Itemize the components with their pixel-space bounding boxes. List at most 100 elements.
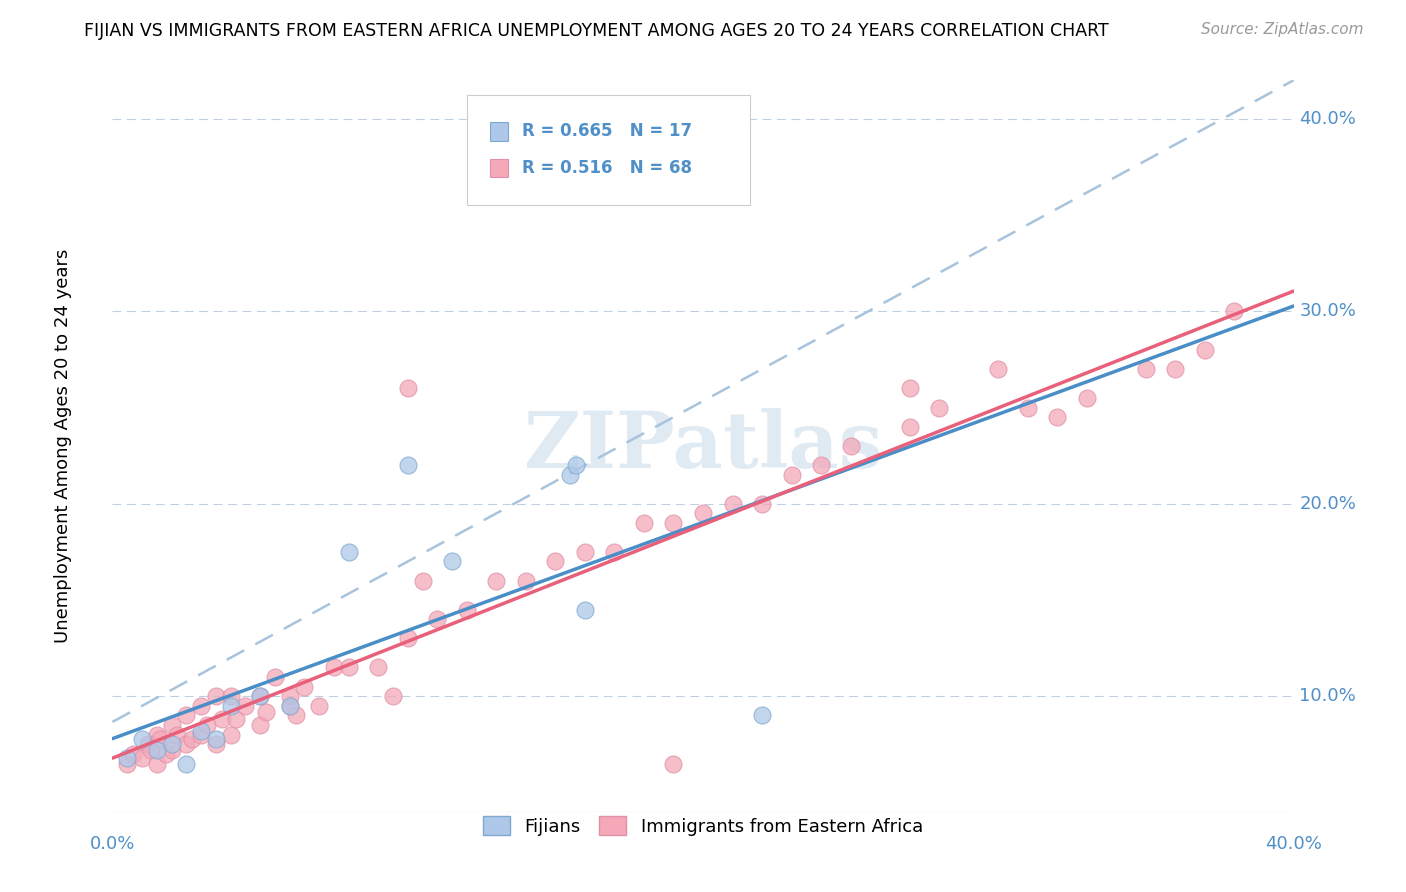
Point (396, 458, 419, 473)
Point (558, 467, 582, 482)
Point (515, 574, 537, 588)
FancyBboxPatch shape (491, 122, 508, 141)
Point (751, 708, 773, 723)
Point (160, 718, 183, 732)
Point (131, 751, 153, 765)
Point (323, 660, 346, 674)
Point (337, 660, 360, 674)
Point (1046, 410, 1069, 425)
Point (426, 612, 449, 626)
Point (146, 728, 169, 742)
Point (219, 728, 242, 742)
Point (603, 545, 626, 559)
Point (544, 554, 567, 568)
Point (662, 516, 685, 530)
Point (278, 698, 301, 713)
Point (1076, 391, 1098, 405)
Point (780, 467, 803, 482)
Point (574, 545, 596, 559)
Point (146, 756, 169, 771)
Point (195, 718, 218, 732)
Text: 40.0%: 40.0% (1265, 835, 1322, 853)
Point (174, 737, 197, 751)
Point (166, 728, 188, 742)
Point (284, 708, 307, 723)
Point (181, 731, 204, 746)
Point (456, 602, 478, 616)
Point (337, 545, 360, 559)
Point (662, 756, 685, 771)
Point (987, 362, 1010, 376)
Point (396, 381, 419, 395)
Point (160, 743, 183, 757)
Point (1017, 401, 1039, 415)
Point (211, 712, 233, 726)
Point (174, 756, 197, 771)
Point (898, 419, 921, 434)
Point (396, 632, 419, 646)
Point (174, 708, 197, 723)
Point (574, 602, 596, 616)
Point (751, 497, 773, 511)
Point (1164, 362, 1187, 376)
Text: FIJIAN VS IMMIGRANTS FROM EASTERN AFRICA UNEMPLOYMENT AMONG AGES 20 TO 24 YEARS : FIJIAN VS IMMIGRANTS FROM EASTERN AFRICA… (84, 22, 1109, 40)
Text: 0.0%: 0.0% (90, 835, 135, 853)
Text: 10.0%: 10.0% (1299, 687, 1357, 706)
Point (219, 698, 242, 713)
Point (898, 381, 921, 395)
Point (205, 737, 228, 751)
Point (149, 731, 172, 746)
Text: Source: ZipAtlas.com: Source: ZipAtlas.com (1201, 22, 1364, 37)
Text: R = 0.665   N = 17: R = 0.665 N = 17 (522, 122, 692, 140)
Point (382, 690, 405, 704)
Point (1194, 343, 1216, 357)
Point (839, 439, 862, 453)
Point (155, 747, 177, 761)
Text: Unemployment Among Ages 20 to 24 years: Unemployment Among Ages 20 to 24 years (55, 249, 72, 643)
Point (692, 507, 714, 521)
Point (633, 516, 655, 530)
Point (411, 574, 433, 588)
Point (1135, 362, 1157, 376)
Point (254, 705, 277, 719)
Point (249, 690, 271, 704)
Text: R = 0.516   N = 68: R = 0.516 N = 68 (522, 159, 692, 177)
Point (190, 698, 212, 713)
Point (190, 723, 212, 738)
FancyBboxPatch shape (491, 159, 508, 178)
Point (441, 554, 464, 568)
Point (278, 690, 301, 704)
Point (249, 690, 271, 704)
FancyBboxPatch shape (467, 95, 751, 204)
Point (308, 698, 330, 713)
Point (928, 401, 950, 415)
Point (485, 574, 508, 588)
Point (1223, 304, 1246, 318)
Point (117, 756, 138, 771)
Point (367, 660, 389, 674)
Legend: Fijians, Immigrants from Eastern Africa: Fijians, Immigrants from Eastern Africa (477, 809, 929, 843)
Text: 30.0%: 30.0% (1299, 302, 1357, 320)
Point (205, 731, 228, 746)
Text: 40.0%: 40.0% (1299, 110, 1357, 128)
Point (205, 690, 228, 704)
Point (292, 680, 315, 694)
Point (139, 743, 162, 757)
Point (810, 458, 832, 473)
Point (122, 747, 145, 761)
Point (146, 743, 169, 757)
Text: 20.0%: 20.0% (1299, 495, 1357, 513)
Point (233, 698, 256, 713)
Point (721, 497, 744, 511)
Point (136, 737, 159, 751)
Text: ZIPatlas: ZIPatlas (523, 408, 883, 484)
Point (190, 728, 212, 742)
Point (219, 690, 242, 704)
Point (131, 731, 153, 746)
Point (117, 751, 138, 765)
Point (160, 737, 183, 751)
Point (278, 698, 301, 713)
Point (225, 712, 247, 726)
Point (249, 718, 271, 732)
Point (565, 458, 588, 473)
